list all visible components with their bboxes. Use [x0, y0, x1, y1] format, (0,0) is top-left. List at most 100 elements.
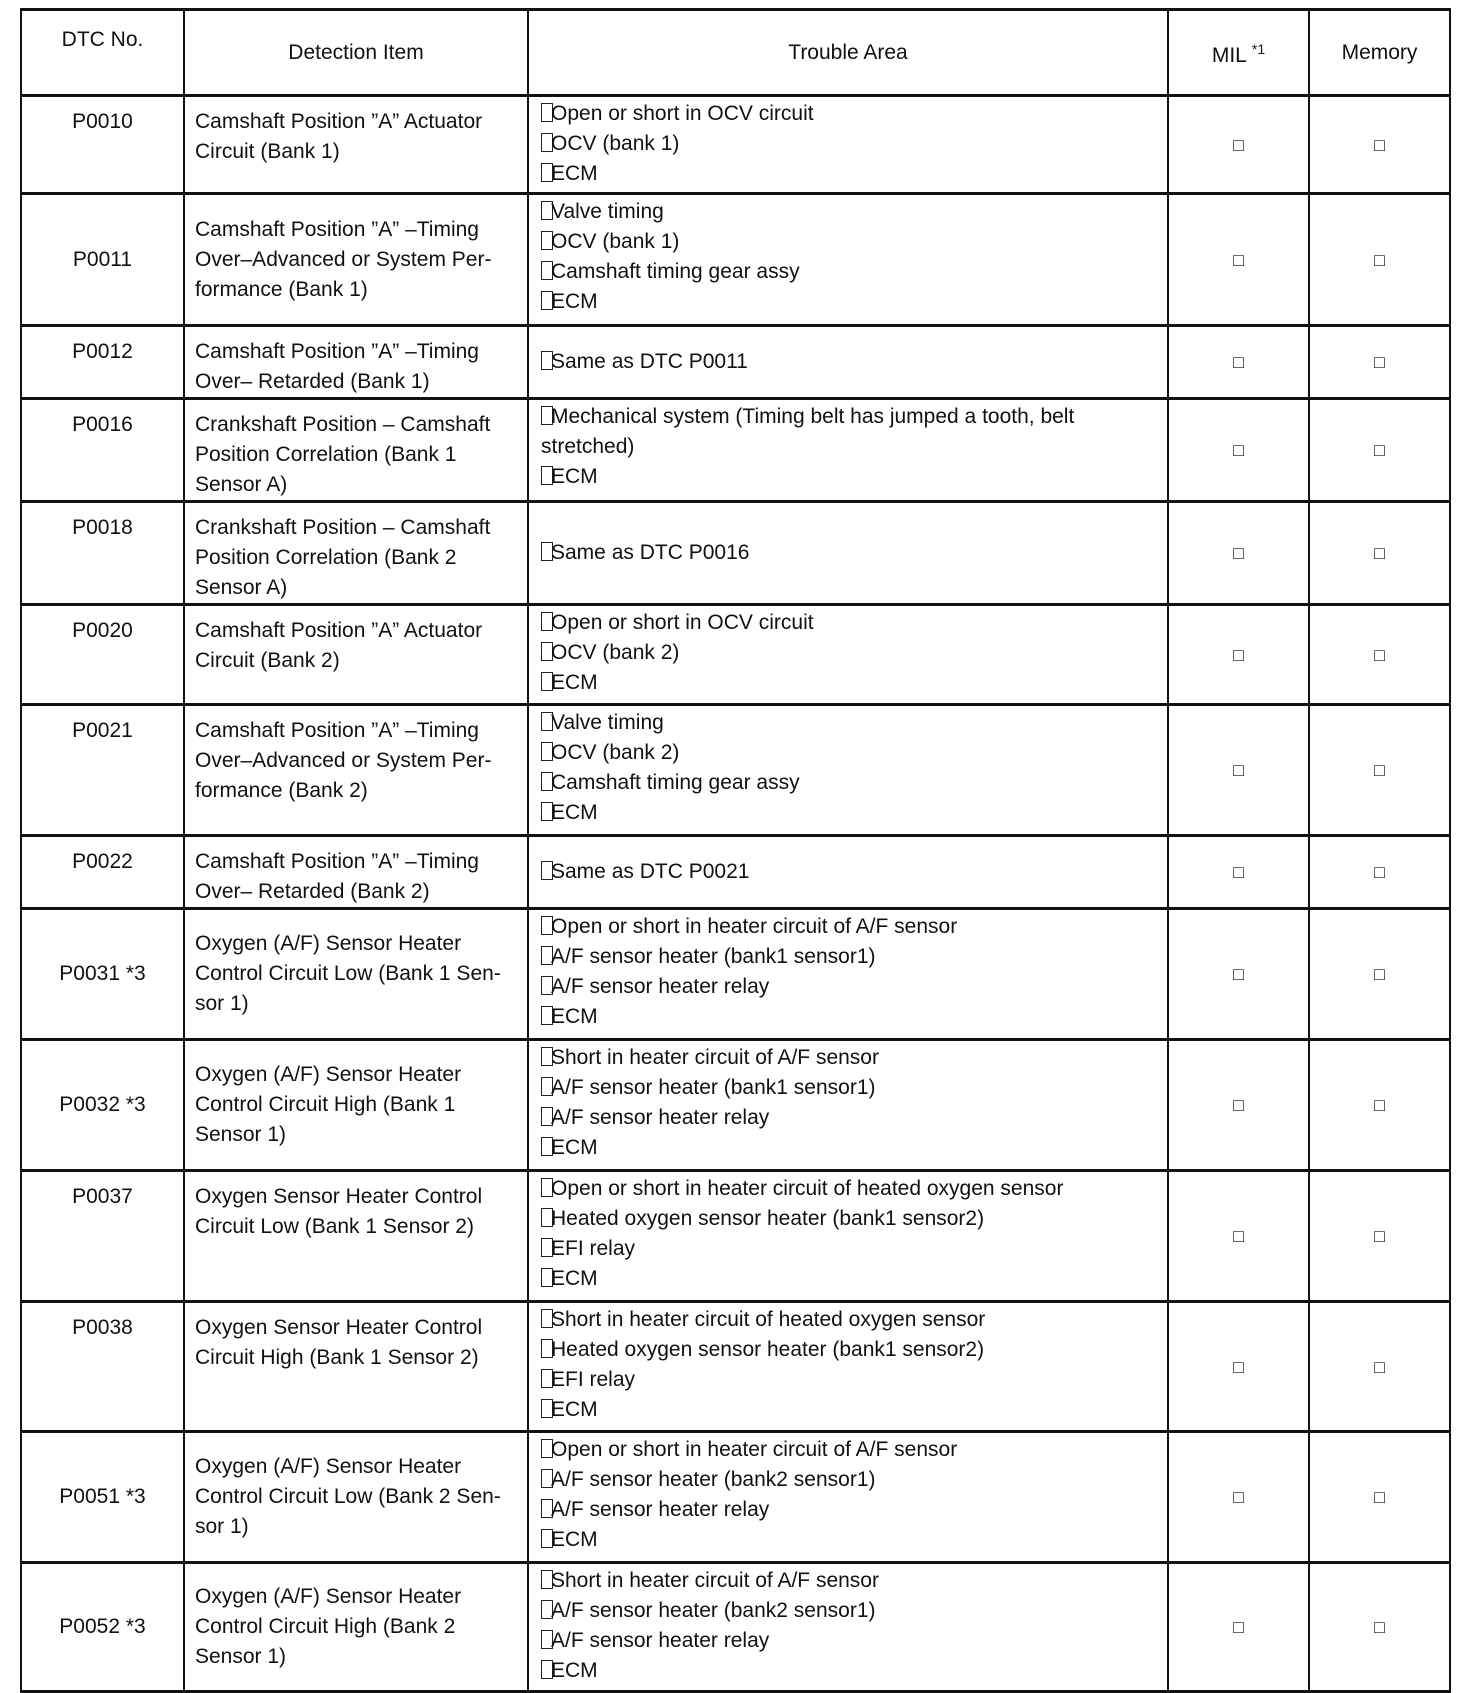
trouble-item-text: A/F sensor heater relay [551, 1629, 770, 1652]
memory-indicator-box: □ [1374, 1095, 1385, 1115]
header-trouble-area: Trouble Area [527, 8, 1169, 97]
trouble-item: Camshaft timing gear assy [541, 257, 1159, 287]
memory-cell: □ [1308, 324, 1451, 400]
mil-indicator-box: □ [1233, 1226, 1244, 1246]
trouble-item: A/F sensor heater relay [541, 1626, 1159, 1656]
bullet-box-icon [541, 1208, 553, 1227]
trouble-item: ECM [541, 668, 1159, 698]
trouble-item-text: Mechanical system (Timing belt has jumpe… [541, 405, 1075, 458]
trouble-item-text: ECM [551, 290, 598, 313]
trouble-item: Heated oxygen sensor heater (bank1 senso… [541, 1335, 1159, 1365]
table-row: P0052 *3 Oxygen (A/F) Sensor Heater Contr… [20, 1561, 1451, 1693]
header-mil-label: MIL [1211, 44, 1247, 67]
dtc-code: P0020 [20, 603, 185, 706]
dtc-code: P0032 *3 [20, 1038, 185, 1172]
trouble-area: Open or short in OCV circuit OCV (bank 2)… [527, 603, 1169, 706]
trouble-item-text: Camshaft timing gear assy [551, 260, 800, 283]
bullet-box-icon [541, 1439, 553, 1458]
trouble-item: ECM [541, 1656, 1159, 1686]
mil-indicator-box: □ [1233, 862, 1244, 882]
trouble-item-text: A/F sensor heater (bank1 sensor1) [551, 1076, 876, 1099]
memory-cell: □ [1308, 1169, 1451, 1303]
memory-indicator-box: □ [1374, 249, 1385, 270]
detection-item: Oxygen Sensor Heater Control Circuit Low… [183, 1169, 529, 1303]
memory-indicator-box: □ [1374, 760, 1385, 780]
trouble-area: Valve timing OCV (bank 1) Camshaft timing … [527, 192, 1169, 327]
trouble-item-text: A/F sensor heater relay [551, 1106, 770, 1129]
trouble-item-text: EFI relay [551, 1368, 636, 1391]
dtc-code: P0010 [20, 94, 185, 195]
trouble-item: Open or short in heater circuit of A/F s… [541, 1435, 1159, 1465]
trouble-area: Open or short in heater circuit of heate… [527, 1169, 1169, 1303]
trouble-item-text: A/F sensor heater (bank2 sensor1) [551, 1599, 876, 1622]
bullet-box-icon [541, 712, 553, 731]
trouble-area: Open or short in OCV circuit OCV (bank 1)… [527, 94, 1169, 195]
bullet-box-icon [541, 861, 553, 880]
trouble-item: EFI relay [541, 1234, 1159, 1264]
mil-cell: □ [1167, 1169, 1310, 1303]
memory-indicator-box: □ [1374, 1617, 1385, 1637]
detection-item: Oxygen (A/F) Sensor Heater Control Circu… [183, 1430, 529, 1564]
bullet-box-icon [541, 1630, 553, 1649]
trouble-item: OCV (bank 1) [541, 227, 1159, 257]
trouble-item: A/F sensor heater relay [541, 1103, 1159, 1133]
mil-cell: □ [1167, 1561, 1310, 1693]
bullet-box-icon [541, 742, 553, 761]
trouble-item-text: A/F sensor heater relay [551, 975, 770, 998]
table-row: P0031 *3 Oxygen (A/F) Sensor Heater Contr… [20, 907, 1451, 1041]
bullet-box-icon [541, 1369, 553, 1388]
bullet-box-icon [541, 406, 553, 425]
trouble-item-text: Camshaft timing gear assy [551, 771, 800, 794]
mil-cell: □ [1167, 703, 1310, 837]
trouble-item: Short in heater circuit of A/F sensor [541, 1043, 1159, 1073]
header-mil: MIL *1 [1167, 8, 1310, 97]
bullet-box-icon [541, 1077, 553, 1096]
trouble-item-text: ECM [551, 162, 598, 185]
mil-indicator-box: □ [1233, 760, 1244, 780]
memory-indicator-box: □ [1374, 1487, 1385, 1507]
bullet-box-icon [541, 1238, 553, 1257]
mil-cell: □ [1167, 192, 1310, 327]
trouble-area: Same as DTC P0016 [527, 500, 1169, 606]
dtc-code: P0022 [20, 834, 185, 910]
trouble-item: A/F sensor heater relay [541, 972, 1159, 1002]
mil-indicator-box: □ [1233, 1356, 1244, 1377]
trouble-item-text: OCV (bank 2) [551, 641, 680, 664]
mil-cell: □ [1167, 397, 1310, 503]
bullet-box-icon [541, 1137, 553, 1156]
trouble-area: Open or short in heater circuit of A/F s… [527, 1430, 1169, 1564]
trouble-item-text: Same as DTC P0011 [551, 350, 748, 373]
mil-indicator-box: □ [1233, 1617, 1244, 1637]
detection-item: Oxygen Sensor Heater Control Circuit Hig… [183, 1300, 529, 1433]
trouble-area: Same as DTC P0011 [527, 324, 1169, 400]
memory-cell: □ [1308, 397, 1451, 503]
detection-item: Camshaft Position ”A” Actuator Circuit (… [183, 603, 529, 706]
trouble-item: A/F sensor heater relay [541, 1495, 1159, 1525]
detection-item: Camshaft Position ”A” Actuator Circuit (… [183, 94, 529, 195]
trouble-item-text: Open or short in OCV circuit [551, 611, 814, 634]
dtc-code: P0011 [20, 192, 185, 327]
table-row: P0022 Camshaft Position ”A” –Timing Over–… [20, 834, 1451, 910]
memory-cell: □ [1308, 500, 1451, 606]
trouble-item-text: ECM [551, 1398, 598, 1421]
trouble-item-text: Heated oxygen sensor heater (bank1 senso… [551, 1207, 985, 1230]
trouble-item: Short in heater circuit of A/F sensor [541, 1566, 1159, 1596]
table-row: P0020 Camshaft Position ”A” Actuator Circ… [20, 603, 1451, 706]
trouble-item-text: OCV (bank 1) [551, 132, 680, 155]
trouble-item: ECM [541, 159, 1159, 189]
bullet-box-icon [541, 1529, 553, 1548]
table-row: P0016 Crankshaft Position – Camshaft Posi… [20, 397, 1451, 503]
mil-cell: □ [1167, 94, 1310, 195]
memory-indicator-box: □ [1374, 134, 1385, 155]
bullet-box-icon [541, 1309, 553, 1328]
bullet-box-icon [541, 1178, 553, 1197]
mil-cell: □ [1167, 834, 1310, 910]
bullet-box-icon [541, 1268, 553, 1287]
bullet-box-icon [541, 1399, 553, 1418]
bullet-box-icon [541, 1469, 553, 1488]
mil-indicator-box: □ [1233, 134, 1244, 155]
mil-indicator-box: □ [1233, 352, 1244, 372]
bullet-box-icon [541, 976, 553, 995]
memory-cell: □ [1308, 834, 1451, 910]
mil-indicator-box: □ [1233, 249, 1244, 270]
